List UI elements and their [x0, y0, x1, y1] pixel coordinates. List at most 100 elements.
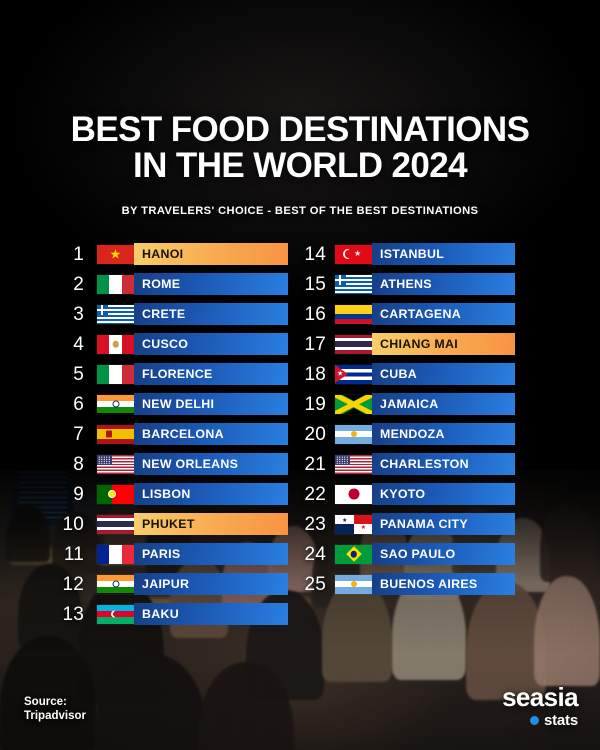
rank-number: 16: [304, 303, 326, 325]
rank-number: 25: [304, 573, 326, 595]
destination-name: LISBON: [142, 487, 191, 501]
destination-name: PANAMA CITY: [380, 517, 468, 531]
destination-bar: KYOTO: [372, 483, 515, 505]
destination-bar: CARTAGENA: [372, 303, 515, 325]
ranking-row: 16 CARTAGENA: [300, 303, 515, 325]
destination-bar: JAMAICA: [372, 393, 515, 415]
title-line-1: BEST FOOD DESTINATIONS: [70, 110, 530, 149]
destination-name: ATHENS: [380, 277, 432, 291]
flag-argentina-icon: [335, 574, 372, 594]
flag-thailand-icon: [97, 514, 134, 534]
flag-azerbaijan-icon: [97, 604, 134, 624]
flag-india-icon: [97, 394, 134, 414]
logo-dot-icon: [529, 716, 539, 725]
ranking-row: 24 SAO PAULO: [300, 543, 515, 565]
flag-jamaica-icon: [335, 394, 372, 414]
destination-name: PARIS: [142, 547, 181, 561]
destination-name: JAIPUR: [142, 577, 190, 591]
ranking-row: 13 BAKU: [62, 603, 288, 625]
destination-name: BAKU: [142, 607, 179, 621]
flag-cuba-icon: ★: [335, 364, 372, 384]
flag-brazil-icon: [335, 544, 372, 564]
destination-name: NEW DELHI: [142, 397, 215, 411]
flag-portugal-icon: [97, 484, 134, 504]
destination-bar: PANAMA CITY: [372, 513, 515, 535]
destination-name: CUBA: [380, 367, 417, 381]
rank-number: 20: [304, 423, 326, 445]
destination-name: NEW ORLEANS: [142, 457, 239, 471]
ranking-row: 23 ★ ★ PANAMA CITY: [300, 513, 515, 535]
logo-subline: stats: [502, 713, 578, 728]
flag-italy-icon: [97, 274, 134, 294]
flag-panama-icon: ★ ★: [335, 514, 372, 534]
destination-bar: CUBA: [372, 363, 515, 385]
rank-number: 24: [304, 543, 326, 565]
page-title: BEST FOOD DESTINATIONS IN THE WORLD 2024: [0, 110, 600, 184]
ranking-row: 12 JAIPUR: [62, 573, 288, 595]
destination-name: FLORENCE: [142, 367, 213, 381]
destination-name: KYOTO: [380, 487, 426, 501]
ranking-row: 2 ROME: [62, 273, 288, 295]
logo-wordmark: seasia: [502, 682, 579, 712]
flag-greece-icon: [97, 304, 134, 324]
destination-name: JAMAICA: [380, 397, 439, 411]
destination-name: MENDOZA: [380, 427, 445, 441]
destination-bar: PHUKET: [134, 513, 288, 535]
flag-peru-icon: [97, 334, 134, 354]
rank-number: 19: [304, 393, 326, 415]
flag-japan-icon: [335, 484, 372, 504]
flag-argentina-icon: [335, 424, 372, 444]
rank-number: 23: [304, 513, 326, 535]
brand-logo: seasia stats: [502, 682, 579, 728]
ranking-row: 15 ATHENS: [300, 273, 515, 295]
ranking-column-left: 1 ★ HANOI 2 ROME 3 CRETE 4 CUSCO 5 FLORENCE 6 NEW DE…: [62, 243, 288, 633]
destination-bar: JAIPUR: [134, 573, 288, 595]
destination-name: HANOI: [142, 247, 184, 261]
rank-number: 4: [73, 333, 84, 355]
rank-number: 22: [304, 483, 326, 505]
rank-number: 2: [73, 273, 84, 295]
source-label: Source:: [24, 695, 67, 708]
destination-bar: SAO PAULO: [372, 543, 515, 565]
destination-bar: NEW ORLEANS: [134, 453, 288, 475]
destination-name: BARCELONA: [142, 427, 224, 441]
destination-bar: NEW DELHI: [134, 393, 288, 415]
destination-bar: BAKU: [134, 603, 288, 625]
destination-bar: CUSCO: [134, 333, 288, 355]
destination-name: CARTAGENA: [380, 307, 461, 321]
destination-name: CHARLESTON: [380, 457, 469, 471]
ranking-row: 7 BARCELONA: [62, 423, 288, 445]
rank-number: 17: [304, 333, 326, 355]
header: BEST FOOD DESTINATIONS IN THE WORLD 2024…: [0, 110, 600, 217]
destination-bar: ISTANBUL: [372, 243, 515, 265]
ranking-column-right: 14 ★ ISTANBUL 15 ATHENS 16 CARTAGENA 17 CHIANG M…: [300, 243, 515, 603]
destination-bar: ATHENS: [372, 273, 515, 295]
rank-number: 7: [73, 423, 84, 445]
ranking-row: 22 KYOTO: [300, 483, 515, 505]
ranking-row: 11 PARIS: [62, 543, 288, 565]
destination-name: ISTANBUL: [380, 247, 445, 261]
destination-name: PHUKET: [142, 517, 195, 531]
destination-bar: ROME: [134, 273, 288, 295]
flag-italy-icon: [97, 364, 134, 384]
flag-greece-icon: [335, 274, 372, 294]
destination-name: BUENOS AIRES: [380, 577, 478, 591]
rank-number: 18: [304, 363, 326, 385]
destination-name: CRETE: [142, 307, 186, 321]
source-attribution: Source: Tripadvisor: [24, 695, 86, 724]
destination-bar: CRETE: [134, 303, 288, 325]
flag-usa-icon: [97, 454, 134, 474]
ranking-row: 9 LISBON: [62, 483, 288, 505]
ranking-row: 20 MENDOZA: [300, 423, 515, 445]
flag-usa-icon: [335, 454, 372, 474]
destination-bar: PARIS: [134, 543, 288, 565]
ranking-row: 25 BUENOS AIRES: [300, 573, 515, 595]
ranking-row: 3 CRETE: [62, 303, 288, 325]
ranking-row: 10 PHUKET: [62, 513, 288, 535]
destination-name: CHIANG MAI: [380, 337, 459, 351]
destination-bar: BARCELONA: [134, 423, 288, 445]
top-black-texture: [0, 0, 600, 470]
rank-number: 10: [62, 513, 84, 535]
rank-number: 9: [73, 483, 84, 505]
